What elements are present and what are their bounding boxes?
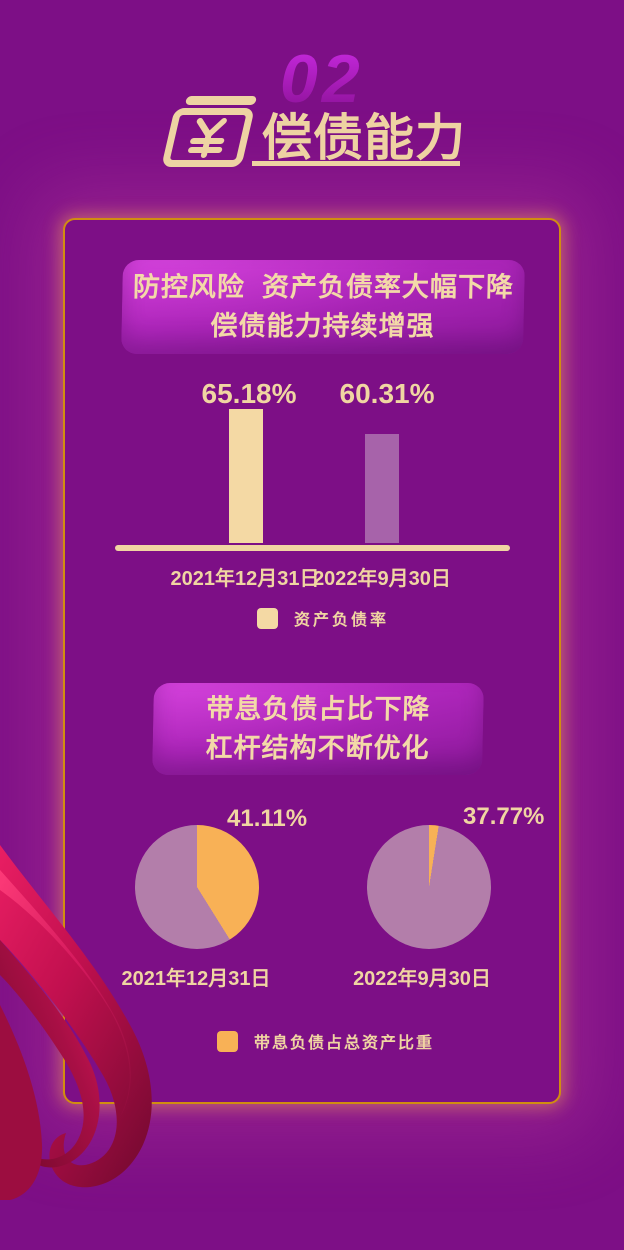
section1-banner-line2: 偿债能力持续增强 bbox=[210, 311, 435, 341]
pie-2022 bbox=[367, 825, 491, 949]
content-panel: 防控风险 资产负债率大幅下降 偿债能力持续增强 65.18% 60.31% 20… bbox=[63, 218, 561, 1104]
title-underline bbox=[252, 161, 460, 166]
bar-chart-legend: 资产负债率 bbox=[257, 606, 389, 630]
bar-category-label-2: 2022年9月30日 bbox=[313, 568, 451, 590]
section2-banner: 带息负债占比下降 杠杆结构不断优化 bbox=[152, 683, 484, 775]
page-title: 偿债能力 bbox=[262, 110, 466, 166]
bar-2021 bbox=[229, 409, 263, 543]
bar-value-label-2: 60.31% bbox=[339, 378, 435, 409]
pie-chart-legend: 带息负债占总资产比重 bbox=[217, 1029, 434, 1053]
yen-glyph-icon bbox=[188, 117, 228, 158]
pie-category-label-2: 2022年9月30日 bbox=[353, 968, 491, 990]
legend-label-asset-liability: 资产负债率 bbox=[294, 612, 390, 629]
bar-value-label-1: 65.18% bbox=[201, 378, 297, 409]
section1-banner-line1: 防控风险 资产负债率大幅下降 bbox=[132, 272, 515, 302]
section1-banner: 防控风险 资产负债率大幅下降 偿债能力持续增强 bbox=[121, 260, 525, 354]
pie-2021 bbox=[135, 825, 259, 949]
red-silk-ribbon bbox=[0, 845, 152, 1200]
money-box-yen-icon bbox=[161, 108, 255, 167]
x-axis-line bbox=[115, 545, 510, 551]
section-number: 02 bbox=[280, 41, 364, 117]
legend-label-interest-debt: 带息负债占总资产比重 bbox=[254, 1035, 435, 1052]
pie-category-label-1: 2021年12月31日 bbox=[121, 968, 271, 990]
legend-swatch-asset-liability bbox=[257, 607, 278, 629]
pie-value-label-1: 41.11% bbox=[227, 805, 308, 832]
bar-category-label-1: 2021年12月31日 bbox=[170, 568, 320, 590]
pie-value-label-2: 37.77% bbox=[463, 803, 545, 830]
section2-banner-line1: 带息负债占比下降 bbox=[206, 694, 431, 724]
legend-swatch-interest-debt bbox=[217, 1030, 238, 1052]
section2-banner-line2: 杠杆结构不断优化 bbox=[205, 733, 430, 763]
money-box-lid-icon bbox=[184, 96, 258, 105]
bar-2022 bbox=[365, 434, 399, 543]
